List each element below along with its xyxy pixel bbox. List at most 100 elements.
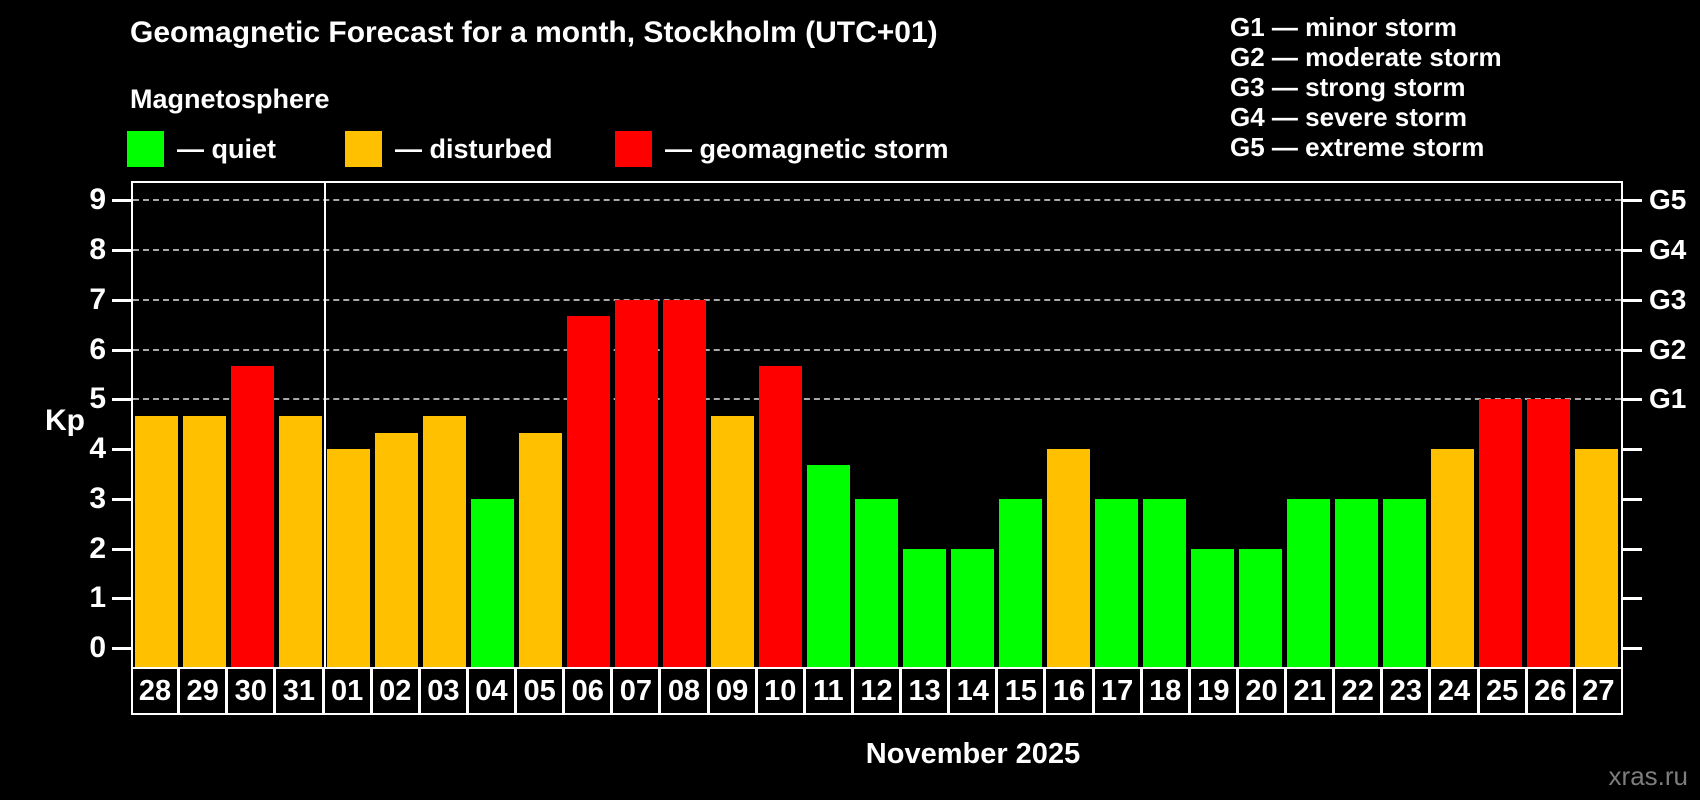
gridline-kp7 (133, 298, 1621, 301)
day-label-row: 28 29 30 31 01 02 03 04 05 06 07 08 09 10 11 12 13 14 15 16… (131, 667, 1623, 715)
kp-bar-day-14 (951, 548, 994, 667)
day-label-09: 09 (707, 667, 757, 715)
kp-bar-day-12 (855, 498, 898, 667)
day-label-28: 28 (131, 667, 180, 715)
kp-bar-day-27 (1575, 449, 1618, 667)
storm-scale-g5: G5 — extreme storm (1230, 132, 1485, 162)
left-axis-tick-3 (112, 497, 131, 501)
right-axis-tick-4 (1623, 448, 1642, 451)
right-axis-tick-7 (1623, 298, 1642, 302)
left-axis-tick-8 (112, 249, 131, 252)
day-label-26: 26 (1525, 667, 1575, 715)
day-label-02: 02 (370, 667, 420, 715)
left-axis-tick-6 (112, 348, 131, 352)
y-tick-label-7: 7 (89, 282, 106, 316)
day-label-16: 16 (1044, 667, 1094, 715)
y-tick-label-0: 0 (89, 631, 106, 664)
kp-bar-day-28 (135, 415, 178, 667)
day-label-10: 10 (755, 667, 805, 715)
kp-bar-day-17 (1095, 498, 1138, 667)
right-axis-tick-3 (1623, 497, 1642, 501)
day-label-29: 29 (178, 667, 228, 715)
kp-bar-day-07 (615, 299, 658, 667)
kp-bar-day-06 (567, 316, 610, 667)
day-label-12: 12 (851, 667, 902, 715)
storm-scale-g4: G4 — severe storm (1230, 102, 1468, 132)
day-label-17: 17 (1092, 667, 1142, 715)
kp-bar-day-30 (231, 365, 274, 667)
y-tick-label-8: 8 (89, 233, 106, 266)
x-axis-title: November 2025 (865, 738, 1081, 770)
right-axis-tick-0 (1623, 647, 1642, 650)
kp-bar-day-02 (375, 432, 418, 667)
watermark: xras.ru (1608, 761, 1688, 791)
storm-scale-g2: G2 — moderate storm (1230, 42, 1502, 72)
kp-bar-day-04 (471, 498, 514, 667)
day-label-19: 19 (1188, 667, 1238, 715)
magnetosphere-label: Magnetosphere (130, 84, 330, 114)
day-label-15: 15 (996, 667, 1046, 715)
disturbed-color-swatch-icon (345, 131, 382, 167)
y-tick-label-6: 6 (89, 332, 106, 366)
g-scale-label-g2: G2 (1649, 333, 1687, 365)
y-tick-label-1: 1 (89, 581, 106, 615)
day-label-31: 31 (274, 667, 324, 715)
day-label-22: 22 (1333, 667, 1383, 715)
legend-item-quiet: — quiet (127, 130, 276, 168)
kp-bar-day-21 (1287, 498, 1330, 667)
day-label-01: 01 (322, 667, 372, 715)
day-label-04: 04 (466, 667, 517, 715)
day-label-27: 27 (1573, 667, 1623, 715)
right-axis-tick-1 (1623, 597, 1642, 601)
left-axis-tick-1 (112, 597, 131, 601)
kp-bar-day-03 (423, 415, 466, 667)
kp-bar-day-18 (1143, 498, 1186, 667)
storm-color-swatch-icon (615, 131, 652, 167)
storm-scale-g3: G3 — strong storm (1230, 72, 1466, 102)
gridline-kp6 (133, 348, 1621, 351)
kp-bar-day-26 (1527, 399, 1570, 667)
day-label-07: 07 (611, 667, 661, 715)
gridline-kp9 (133, 199, 1621, 202)
day-label-24: 24 (1429, 667, 1479, 715)
gridline-kp8 (133, 249, 1621, 251)
y-axis-title: Kp (45, 404, 85, 437)
g-scale-label-g4: G4 (1649, 234, 1687, 265)
day-label-25: 25 (1477, 667, 1527, 715)
gridline-kp5 (133, 398, 1621, 401)
right-axis-tick-8 (1623, 249, 1642, 252)
kp-bar-day-01 (327, 449, 370, 667)
legend-item-disturbed-label: — disturbed (395, 133, 553, 164)
y-tick-label-2: 2 (89, 531, 106, 565)
day-label-03: 03 (418, 667, 468, 715)
day-label-13: 13 (900, 667, 950, 715)
right-axis-tick-6 (1623, 348, 1642, 352)
day-label-11: 11 (803, 667, 853, 715)
day-label-14: 14 (948, 667, 998, 715)
kp-bar-day-19 (1191, 548, 1234, 667)
day-label-05: 05 (515, 667, 565, 715)
day-label-21: 21 (1285, 667, 1335, 715)
y-tick-label-3: 3 (89, 481, 106, 515)
left-axis-tick-7 (112, 298, 131, 302)
legend-item-storm: — geomagnetic storm (615, 130, 949, 168)
left-axis-tick-4 (112, 448, 131, 451)
left-axis-tick-9 (112, 199, 131, 203)
right-axis-tick-2 (1623, 547, 1642, 551)
left-axis-tick-5 (112, 398, 131, 402)
left-axis-tick-2 (112, 547, 131, 551)
storm-scale-legend: G1 — minor storm G2 — moderate storm G3 … (1230, 12, 1502, 162)
legend-item-disturbed: — disturbed (345, 130, 553, 168)
g-scale-label-g5: G5 (1649, 184, 1687, 216)
kp-bar-day-24 (1431, 449, 1474, 667)
day-label-23: 23 (1381, 667, 1431, 715)
day-label-30: 30 (226, 667, 276, 715)
kp-bar-day-08 (663, 299, 706, 667)
g-scale-label-g3: G3 (1649, 283, 1687, 315)
kp-bar-day-16 (1047, 449, 1090, 667)
month-separator-line (324, 183, 326, 667)
day-label-20: 20 (1236, 667, 1287, 715)
kp-bar-day-15 (999, 498, 1042, 667)
chart-title: Geomagnetic Forecast for a month, Stockh… (130, 16, 938, 49)
